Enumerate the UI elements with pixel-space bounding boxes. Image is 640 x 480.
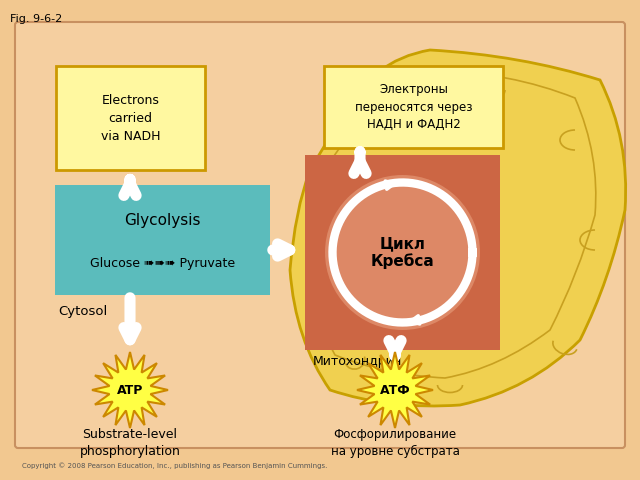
Text: Электроны
переносятся через
НАДН и ФАДН2: Электроны переносятся через НАДН и ФАДН2 [355, 84, 472, 131]
Polygon shape [357, 352, 433, 428]
FancyBboxPatch shape [56, 66, 205, 170]
FancyBboxPatch shape [55, 185, 270, 295]
Text: Substrate-level
phosphorylation: Substrate-level phosphorylation [79, 428, 180, 458]
Text: Fig. 9-6-2: Fig. 9-6-2 [10, 14, 62, 24]
FancyBboxPatch shape [324, 66, 503, 148]
Text: Фосфорилирование
на уровне субстрата: Фосфорилирование на уровне субстрата [331, 428, 460, 458]
Polygon shape [92, 352, 168, 428]
Text: Cytosol: Cytosol [58, 305, 108, 318]
FancyBboxPatch shape [305, 155, 500, 350]
Text: Copyright © 2008 Pearson Education, Inc., publishing as Pearson Benjamin Cumming: Copyright © 2008 Pearson Education, Inc.… [22, 462, 328, 468]
Text: АТФ: АТФ [380, 384, 410, 396]
Text: ATP: ATP [117, 384, 143, 396]
Text: Цикл
Кребса: Цикл Кребса [371, 236, 435, 269]
Text: Glucose ➠➠➠ Pyruvate: Glucose ➠➠➠ Pyruvate [90, 256, 235, 269]
Ellipse shape [325, 175, 480, 330]
Text: Glycolysis: Glycolysis [124, 213, 201, 228]
PathPatch shape [290, 50, 626, 406]
Text: Electrons
carried
via NADH: Electrons carried via NADH [100, 94, 160, 143]
FancyBboxPatch shape [15, 22, 625, 448]
Text: Митохондрия: Митохондрия [313, 355, 403, 368]
